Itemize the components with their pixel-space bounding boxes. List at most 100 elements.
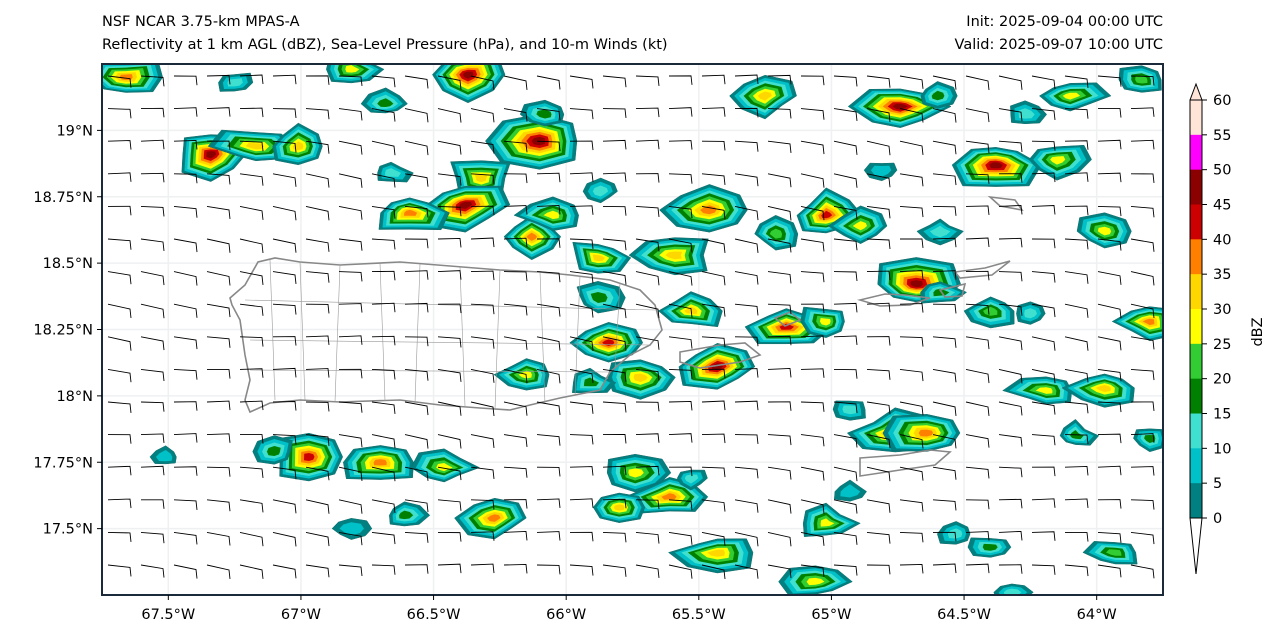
wind-barb (635, 107, 660, 118)
lon-label: 65.5°W (672, 607, 726, 623)
wind-barb (272, 401, 297, 411)
wind-barb (107, 75, 132, 88)
wind-barb (569, 75, 594, 89)
wind-barb (305, 564, 330, 578)
colorbar-swatch (1190, 100, 1202, 136)
wind-barb (371, 75, 396, 88)
wind-barb (1130, 173, 1155, 183)
wind-barb (866, 499, 891, 513)
wind-barb (437, 75, 462, 90)
wind-barb (536, 238, 561, 248)
wind-barb (800, 434, 825, 447)
wind-barb (272, 367, 297, 378)
wind-barb (965, 205, 990, 215)
wind-barb (833, 434, 858, 448)
wind-barb (701, 466, 726, 478)
wind-barb (932, 237, 957, 248)
wind-barb (503, 466, 528, 478)
colorbar-swatch (1190, 413, 1202, 449)
lon-label: 65°W (811, 607, 851, 623)
wind-barb (767, 367, 792, 378)
wind-barb (800, 466, 825, 481)
title-fields: Reflectivity at 1 km AGL (dBZ), Sea-Leve… (102, 37, 668, 53)
wind-barb (1031, 108, 1056, 121)
wind-barb (437, 205, 462, 217)
wind-barb (932, 499, 957, 511)
reflectivity-contour (462, 71, 474, 79)
wind-barb (107, 401, 132, 413)
wind-barb (305, 466, 330, 481)
wind-barb (569, 498, 594, 508)
wind-barb (965, 75, 990, 91)
wind-barb (470, 563, 495, 574)
wind-barb (734, 499, 759, 513)
wind-barb (767, 335, 792, 346)
wind-barb (767, 434, 792, 446)
wind-barb (668, 75, 693, 85)
wind-barb (503, 499, 528, 509)
wind-barb (1130, 303, 1155, 319)
wind-barb (899, 368, 924, 382)
wind-barb (239, 271, 264, 285)
wind-barb (866, 238, 891, 250)
reflectivity-contour (1062, 92, 1081, 100)
reflectivity-contour (684, 306, 698, 315)
wind-barb (338, 271, 363, 282)
wind-barb (932, 336, 957, 348)
wind-barb (965, 563, 990, 574)
wind-barb (437, 401, 462, 416)
wind-barb (800, 335, 825, 345)
wind-barb (503, 434, 528, 447)
colorbar-label: dBZ (1250, 317, 1266, 346)
wind-barb (206, 74, 231, 85)
wind-barb (107, 172, 132, 182)
lon-label: 66.5°W (407, 607, 461, 623)
colorbar-tick-label: 10 (1213, 441, 1231, 457)
wind-barb (371, 270, 396, 281)
wind-barb (404, 368, 429, 381)
reflectivity-contour (628, 468, 644, 478)
wind-barb (140, 238, 165, 252)
reflectivity-contour (929, 225, 951, 238)
wind-barb (602, 238, 627, 251)
culebra-outline (773, 311, 802, 327)
wind-barb (107, 140, 132, 150)
reflectivity-contour (1003, 588, 1022, 595)
wind-barb (206, 433, 231, 443)
wind-barb (173, 499, 198, 510)
reflectivity-contour (1018, 108, 1035, 119)
wind-barb (635, 433, 660, 443)
wind-barb (173, 466, 198, 476)
wind-barb (503, 237, 528, 248)
wind-barb (503, 108, 528, 122)
wind-barb (536, 108, 561, 121)
wind-barb (305, 531, 330, 547)
wind-barb (998, 368, 1023, 384)
wind-barb (1097, 271, 1122, 285)
colorbar: 0 5 10 15 20 25 30 35 40 45 50 55 60 dBZ (1189, 82, 1266, 575)
wind-barb (602, 205, 627, 216)
reflectivity-contour (1035, 387, 1053, 394)
wind-barb (107, 205, 132, 216)
wind-barb (107, 368, 132, 383)
wind-barb (470, 108, 495, 123)
wind-barb (206, 368, 231, 379)
wind-barb (404, 238, 429, 249)
wind-barb (1064, 465, 1089, 476)
colorbar-tick-label: 30 (1213, 302, 1231, 318)
wind-barb (470, 466, 495, 479)
wind-barb (635, 368, 660, 381)
wind-barb (371, 108, 396, 122)
colorbar-tick-label: 50 (1213, 163, 1231, 179)
wind-barb (437, 108, 462, 123)
wind-barb (1031, 401, 1056, 415)
wind-barb (470, 368, 495, 383)
wind-barb (734, 271, 759, 285)
wind-barb (107, 108, 132, 119)
wind-barb (965, 499, 990, 510)
wind-barb (173, 271, 198, 286)
wind-barb (1130, 401, 1155, 412)
reflectivity-contour (1144, 435, 1156, 443)
wind-barb (635, 401, 660, 412)
wind-barb (107, 531, 132, 542)
